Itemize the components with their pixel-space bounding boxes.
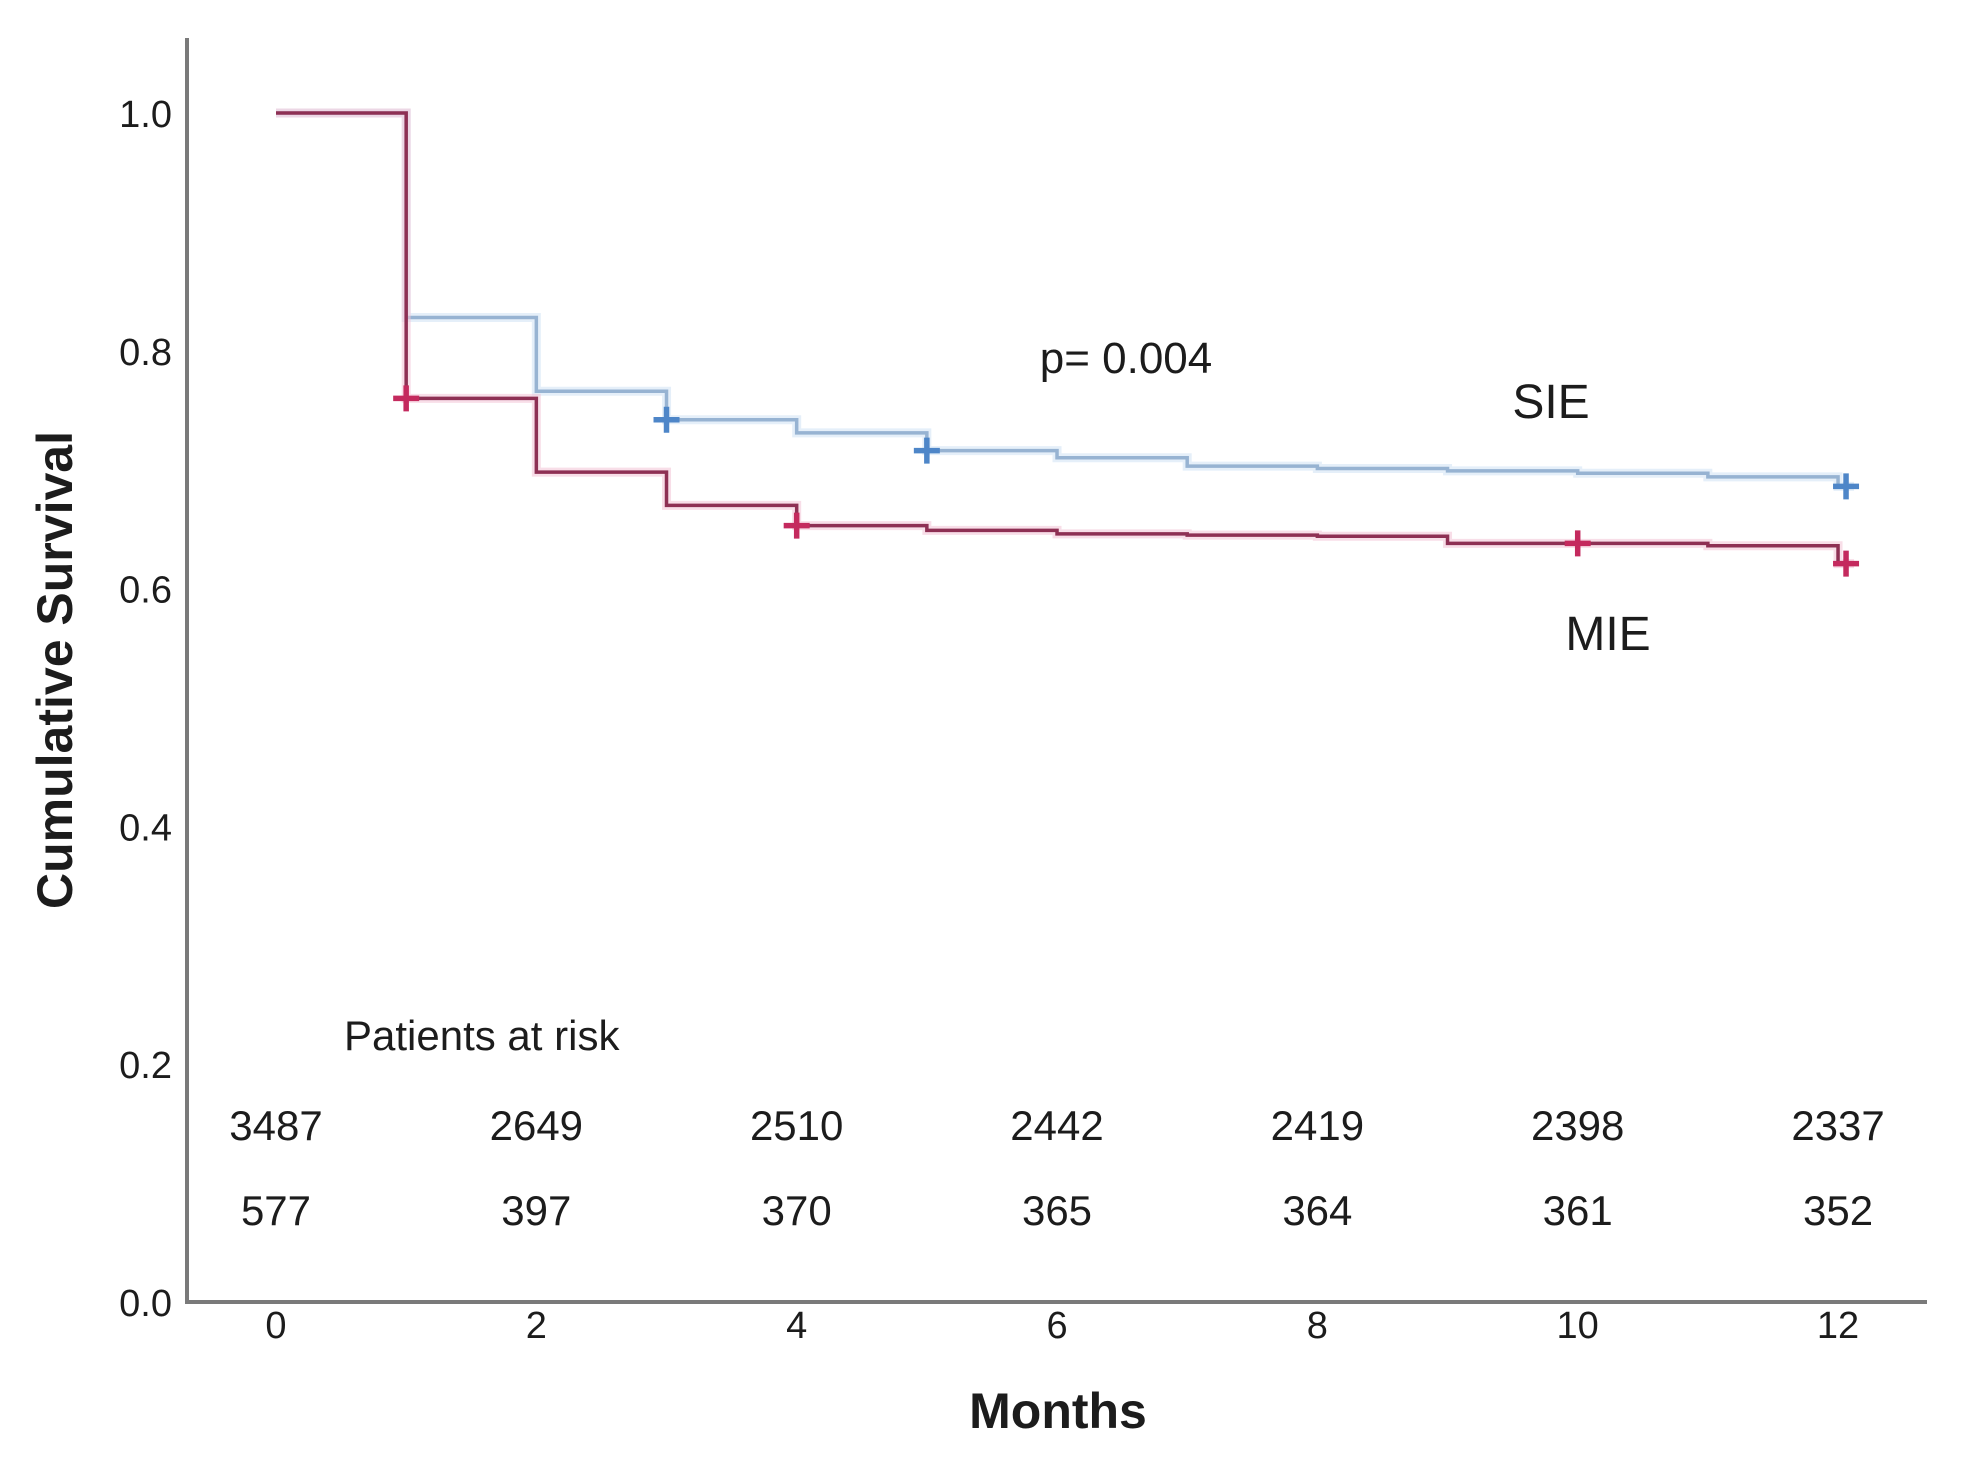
at-risk-count-sie: 2337	[1791, 1102, 1884, 1149]
at-risk-count-sie: 2510	[750, 1102, 843, 1149]
y-tick-label: 0.2	[119, 1045, 172, 1087]
x-tick-label: 6	[1046, 1305, 1067, 1347]
mie-censor-mark	[393, 385, 420, 412]
at-risk-count-mie: 370	[762, 1187, 832, 1234]
mie-censor-mark	[1564, 530, 1591, 557]
y-tick-label: 1.0	[119, 94, 172, 136]
mie-curve	[276, 111, 1855, 566]
at-risk-count-mie: 365	[1022, 1187, 1092, 1234]
y-tick-label: 0.0	[119, 1283, 172, 1325]
x-tick-label: 8	[1307, 1305, 1328, 1347]
x-tick-label: 4	[786, 1305, 807, 1347]
sie-censor-mark	[913, 437, 940, 464]
mie-curve-label: MIE	[1565, 608, 1650, 661]
at-risk-count-sie: 2398	[1531, 1102, 1624, 1149]
at-risk-title: Patients at risk	[344, 1012, 620, 1059]
sie-curve-label: SIE	[1512, 376, 1589, 429]
mie-censor-mark	[783, 512, 810, 539]
at-risk-count-mie: 361	[1543, 1187, 1613, 1234]
x-axis-title: Months	[969, 1383, 1147, 1439]
y-tick-label: 0.4	[119, 807, 172, 849]
y-tick-label: 0.8	[119, 332, 172, 374]
y-axis-title: Cumulative Survival	[27, 431, 83, 909]
sie-curve	[276, 111, 1855, 489]
sie-censor-mark	[653, 406, 680, 433]
at-risk-count-sie: 2649	[490, 1102, 583, 1149]
p-value-annotation: p= 0.004	[1040, 334, 1213, 383]
sie-curve-glow	[276, 108, 1855, 491]
mie-censor-mark	[1833, 550, 1860, 577]
at-risk-count-sie: 2419	[1271, 1102, 1364, 1149]
x-tick-label: 12	[1817, 1305, 1859, 1347]
at-risk-count-mie: 397	[501, 1187, 571, 1234]
sie-censor-mark	[1833, 473, 1860, 500]
x-tick-label: 2	[526, 1305, 547, 1347]
at-risk-count-mie: 352	[1803, 1187, 1873, 1234]
x-tick-label: 10	[1557, 1305, 1599, 1347]
chart-generated-layer: 0 2 4 6 8 10 12 1.0 0.8 0.6 0.4 0.2 0.0 3487 2649 2510 2…	[119, 38, 1927, 1347]
y-tick-label: 0.6	[119, 570, 172, 612]
axis-lines	[185, 38, 1927, 1304]
x-tick-label: 0	[265, 1305, 286, 1347]
at-risk-count-mie: 577	[241, 1187, 311, 1234]
at-risk-count-sie: 3487	[229, 1102, 322, 1149]
at-risk-count-sie: 2442	[1010, 1102, 1103, 1149]
at-risk-count-mie: 364	[1282, 1187, 1352, 1234]
